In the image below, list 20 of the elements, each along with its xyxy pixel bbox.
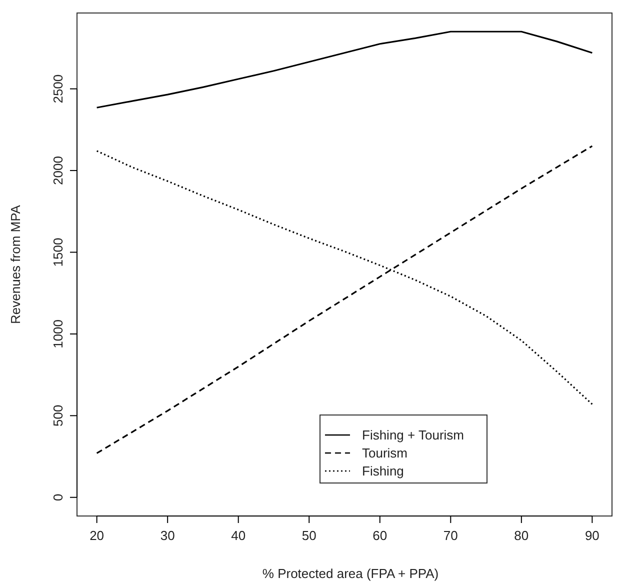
x-tick-label: 80	[514, 528, 529, 544]
x-tick-label: 90	[584, 528, 600, 544]
y-tick-label: 2000	[50, 156, 66, 185]
y-tick-label: 2500	[50, 74, 66, 104]
y-tick-label: 1000	[50, 319, 66, 348]
x-tick-label: 50	[302, 528, 316, 544]
x-tick-label: 60	[372, 528, 388, 544]
legend-label: Fishing	[362, 464, 404, 479]
y-axis-title: Revenues from MPA	[8, 204, 23, 324]
y-tick-label: 0	[50, 494, 66, 501]
x-tick-label: 20	[90, 528, 104, 544]
x-tick-label: 70	[443, 528, 458, 544]
legend-label: Tourism	[362, 446, 408, 461]
y-tick-label: 500	[50, 404, 66, 427]
y-tick-label: 1500	[50, 238, 66, 267]
line-series	[96, 30, 593, 108]
x-tick-label: 30	[160, 528, 175, 544]
x-axis-title: % Protected area (FPA + PPA)	[262, 566, 439, 581]
x-tick-label: 40	[231, 528, 246, 544]
legend-label: Fishing + Tourism	[362, 428, 464, 443]
